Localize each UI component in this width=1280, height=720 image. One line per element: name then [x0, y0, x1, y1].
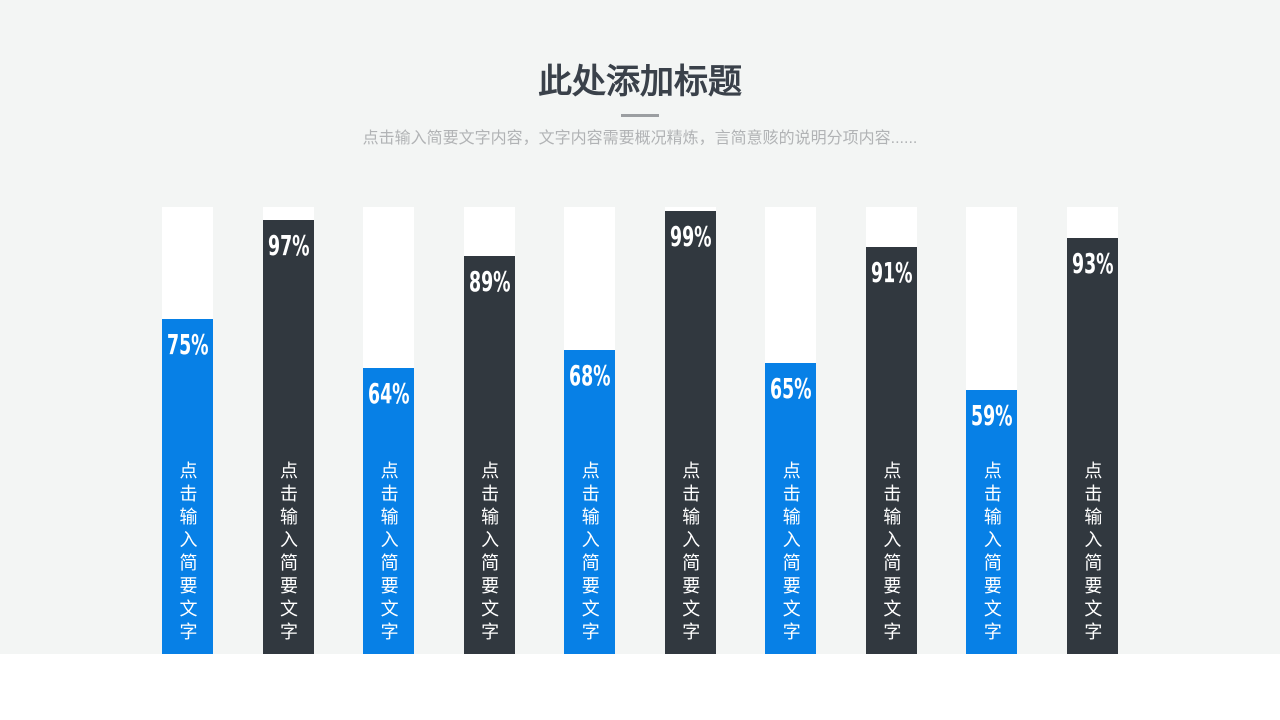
slide-header: 此处添加标题 点击输入简要文字内容，文字内容需要概况精炼，言简意赅的说明分项内容…	[0, 60, 1280, 149]
bar-percent-label: 64%	[368, 376, 410, 410]
bar-percent-label: 99%	[669, 220, 712, 254]
bar-fill: 97%	[262, 220, 314, 654]
bar-column[interactable]: 75% 点击输入简要文字	[162, 207, 213, 654]
bar-placeholder-text: 点击输入简要文字	[579, 461, 600, 645]
bar-column[interactable]: 91% 点击输入简要文字	[865, 207, 917, 654]
bar-column[interactable]: 93% 点击输入简要文字	[1066, 207, 1118, 654]
bar-fill: 93%	[1066, 238, 1118, 654]
bar-placeholder-text: 点击输入简要文字	[378, 461, 399, 645]
slide-background	[0, 0, 1280, 654]
bar-column[interactable]: 65% 点击输入简要文字	[765, 207, 817, 654]
bar-column[interactable]: 97% 点击输入简要文字	[262, 207, 314, 654]
bar-placeholder-text: 点击输入简要文字	[780, 461, 801, 645]
title-divider	[621, 114, 659, 117]
bar-percent-label: 89%	[468, 265, 511, 299]
bar-percent-label: 68%	[569, 359, 611, 393]
bar-fill: 59%	[966, 390, 1018, 654]
bar-placeholder-text: 点击输入简要文字	[1082, 461, 1103, 645]
bar-placeholder-text: 点击输入简要文字	[881, 461, 902, 645]
bar-percent-label: 97%	[267, 229, 310, 263]
bar-percent-label: 91%	[870, 256, 913, 290]
bar-placeholder-text: 点击输入简要文字	[479, 461, 500, 645]
bar-fill: 68%	[564, 350, 616, 654]
bar-chart: 75% 点击输入简要文字 97% 点击输入简要文字 64% 点击输入简要文字 89% 点击输入…	[162, 207, 1118, 654]
bar-column[interactable]: 68% 点击输入简要文字	[564, 207, 616, 654]
bar-column[interactable]: 59% 点击输入简要文字	[966, 207, 1018, 654]
bar-percent-label: 75%	[167, 327, 209, 361]
bar-percent-label: 65%	[770, 372, 812, 406]
bar-placeholder-text: 点击输入简要文字	[680, 461, 701, 645]
bar-column[interactable]: 89% 点击输入简要文字	[463, 207, 515, 654]
bar-placeholder-text: 点击输入简要文字	[177, 461, 198, 645]
bar-fill: 75%	[162, 318, 213, 654]
bar-placeholder-text: 点击输入简要文字	[278, 461, 299, 645]
bar-fill: 65%	[765, 363, 817, 654]
bar-percent-label: 59%	[971, 399, 1013, 433]
page-title[interactable]: 此处添加标题	[538, 63, 742, 101]
bar-percent-label: 93%	[1071, 247, 1114, 281]
bar-placeholder-text: 点击输入简要文字	[981, 461, 1002, 645]
bar-fill: 64%	[363, 367, 415, 654]
bar-column[interactable]: 64% 点击输入简要文字	[363, 207, 415, 654]
bar-fill: 99%	[664, 211, 716, 654]
bar-column[interactable]: 99% 点击输入简要文字	[664, 207, 716, 654]
bar-fill: 89%	[463, 256, 515, 654]
page-subtitle[interactable]: 点击输入简要文字内容，文字内容需要概况精炼，言简意赅的说明分项内容......	[362, 130, 918, 147]
bar-fill: 91%	[865, 247, 917, 654]
